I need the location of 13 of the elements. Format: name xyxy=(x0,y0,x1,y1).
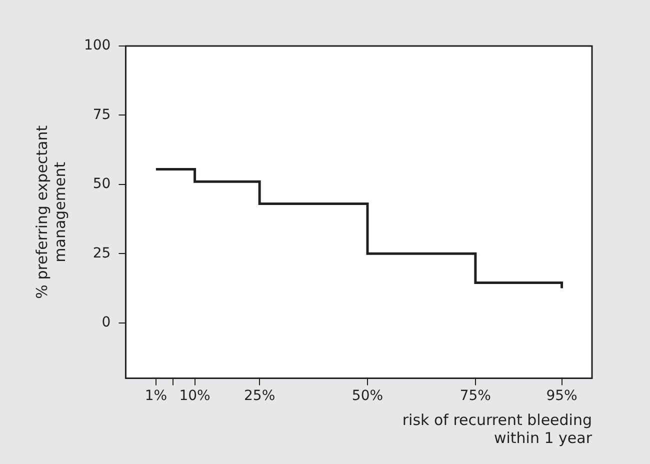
x-tick-label: 95% xyxy=(546,388,578,404)
x-tick-label: 1% xyxy=(144,388,168,404)
x-tick-label: 10% xyxy=(179,388,210,404)
x-axis-title: risk of recurrent bleeding within 1 year xyxy=(402,410,593,447)
x-tick-label: 75% xyxy=(460,388,491,404)
y-tick-label: 75 xyxy=(92,106,111,123)
y-tick-label: 25 xyxy=(92,245,111,262)
y-tick-label: 0 xyxy=(102,314,111,330)
y-tick-label: 100 xyxy=(84,38,111,54)
y-tick-label: 50 xyxy=(92,176,111,192)
y-axis-title: % preferring expectant management xyxy=(32,125,69,299)
x-tick-label: 25% xyxy=(244,388,276,404)
x-tick-label: 50% xyxy=(352,388,384,404)
